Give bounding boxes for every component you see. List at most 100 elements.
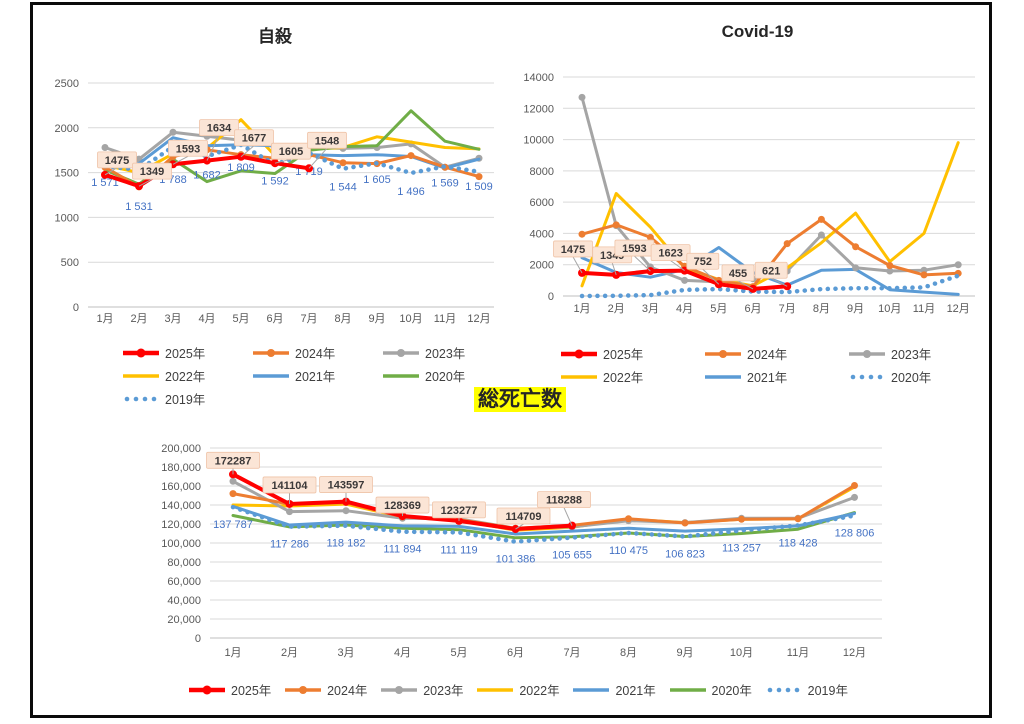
data-label: 1349 (140, 166, 164, 178)
data-label-2019: 1 605 (363, 174, 391, 186)
data-label-2019: 117 286 (270, 539, 309, 551)
series-marker-2024年 (646, 233, 654, 241)
legend-marker (202, 685, 212, 694)
data-label: 1605 (279, 146, 303, 158)
y-tick-label: 20,000 (167, 614, 201, 626)
data-label-box (319, 476, 373, 493)
data-label: 1593 (176, 143, 200, 155)
x-tick-label: 3月 (337, 647, 354, 659)
series-line-2019年 (102, 142, 482, 176)
legend-swatch-2019年 (767, 687, 799, 692)
y-tick-label: 200,000 (161, 443, 201, 455)
x-tick-label: 9月 (368, 313, 385, 325)
series-marker-2023年 (852, 264, 860, 272)
x-tick-label: 12月 (947, 303, 970, 315)
legend-marker (719, 349, 727, 358)
data-label-box (271, 142, 311, 160)
legend-marker (299, 685, 308, 694)
x-tick-label: 8月 (334, 313, 351, 325)
y-tick-label: 40,000 (167, 595, 201, 607)
y-tick-label: 60,000 (167, 576, 201, 588)
series-marker-2024年 (920, 271, 928, 279)
x-tick-label: 4月 (394, 647, 411, 659)
deaths-chart-title-highlight: 総死亡数 (474, 387, 566, 412)
label-leader-line (572, 256, 583, 274)
label-leader-line (770, 277, 788, 287)
series-marker-2023年 (817, 231, 825, 239)
series-marker-2024年 (738, 515, 745, 523)
y-tick-label: 1500 (55, 168, 79, 180)
legend-swatch-2019年 (124, 396, 157, 401)
data-label-2019: 111 119 (440, 544, 477, 556)
legend-dot (124, 396, 130, 401)
legend-dot (133, 396, 139, 401)
legend-swatch-2024年 (705, 349, 741, 358)
data-label-2019: 118 182 (327, 538, 366, 550)
series-line-2020年 (579, 273, 961, 299)
legend-label: 2022年 (165, 370, 206, 384)
y-tick-label: 0 (548, 291, 554, 303)
data-label-2019: 1 531 (125, 201, 153, 213)
data-label-2019: 101 386 (496, 554, 536, 566)
label-leader-line (240, 145, 255, 158)
series-marker-2024年 (817, 215, 825, 223)
x-tick-label: 4月 (198, 313, 215, 325)
y-tick-label: 160,000 (161, 481, 201, 493)
legend-swatch-2020年 (669, 687, 706, 692)
y-tick-label: 10000 (523, 135, 554, 147)
x-tick-label: 3月 (164, 313, 181, 325)
legend-label: 2023年 (891, 348, 932, 362)
deaths-chart-legend: 2025年 2024年 2023年 2022年 2021年 2020年 2019年 (188, 678, 848, 701)
series-marker-2024年 (612, 221, 620, 229)
x-tick-label: 11月 (434, 313, 456, 325)
x-tick-label: 12月 (467, 313, 490, 325)
legend-swatch-2024年 (285, 685, 322, 694)
legend-swatch-2025年 (561, 349, 597, 358)
legend-marker (574, 349, 584, 358)
label-leader-line (206, 135, 220, 161)
series-marker-2023年 (681, 276, 689, 284)
legend-label: 2019年 (807, 684, 848, 698)
legend-label: 2024年 (295, 347, 336, 361)
series-marker-2025年 (342, 497, 350, 506)
legend-label: 2025年 (231, 684, 272, 698)
legend-label: 2021年 (295, 370, 336, 384)
legend-item-2020年: 2020年 (382, 364, 512, 387)
data-label-2019: 113 257 (722, 542, 761, 554)
y-tick-label: 4000 (530, 228, 554, 240)
x-tick-label: 1月 (96, 313, 113, 325)
legend-label: 2020年 (891, 371, 932, 385)
data-label-box (199, 119, 239, 136)
data-label-2019: 110 475 (609, 545, 648, 557)
legend-item-2021年: 2021年 (252, 364, 382, 387)
series-marker-2024年 (681, 519, 689, 527)
x-tick-label: 6月 (744, 303, 761, 315)
data-label-2019: 1 682 (193, 169, 221, 181)
y-tick-label: 140,000 (161, 500, 201, 512)
x-tick-label: 10月 (730, 647, 753, 659)
legend-item-2023年: 2023年 (848, 342, 992, 365)
x-tick-label: 7月 (563, 647, 580, 659)
series-marker-2023年 (342, 507, 350, 515)
y-tick-label: 120,000 (161, 519, 201, 531)
data-label: 123277 (441, 505, 478, 517)
data-label: 1349 (600, 250, 624, 262)
data-label: 141104 (271, 480, 308, 492)
label-leader-line (138, 178, 153, 187)
y-tick-label: 0 (73, 302, 79, 314)
legend-item-2025年: 2025年 (560, 342, 704, 365)
legend-label: 2021年 (747, 371, 788, 385)
legend-dot (785, 687, 790, 692)
x-tick-label: 6月 (507, 647, 524, 659)
data-label-box (307, 131, 347, 149)
data-label-box (496, 507, 551, 525)
x-tick-label: 11月 (787, 647, 809, 659)
label-leader-line (308, 147, 328, 169)
label-leader-line (515, 523, 524, 530)
legend-swatch-2022年 (123, 373, 159, 378)
data-label: 114709 (505, 511, 541, 523)
legend-swatch-2022年 (477, 687, 514, 692)
legend-label: 2020年 (425, 370, 466, 384)
legend-swatch-2023年 (849, 349, 885, 358)
